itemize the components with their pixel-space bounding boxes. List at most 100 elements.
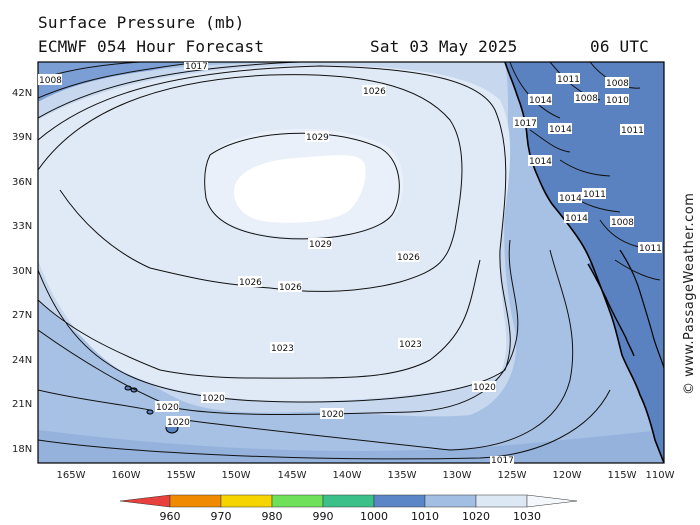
lat-label: 27N	[12, 310, 32, 321]
isobar-label-text: 1026	[397, 253, 420, 263]
lon-label: 135W	[388, 470, 417, 481]
isobar-label-text: 1008	[575, 94, 598, 104]
isobar-label-text: 1011	[621, 126, 644, 136]
lat-label: 21N	[12, 399, 32, 410]
isobar-label-text: 1017	[185, 62, 208, 72]
isobar-label-text: 1026	[279, 283, 302, 293]
isobar-label-text: 1010	[606, 96, 629, 106]
lon-label: 120W	[553, 470, 582, 481]
lon-label: 130W	[443, 470, 472, 481]
lon-label: 145W	[278, 470, 307, 481]
colorbar-label: 990	[313, 510, 334, 523]
forecast-time: 06 UTC	[590, 37, 649, 56]
high-pressure-core	[234, 155, 366, 223]
isobar-label: 1011	[620, 124, 644, 136]
coastline-baja	[587, 263, 635, 357]
isobar-label: 1020	[472, 381, 496, 393]
isobar-label: 1026	[238, 276, 262, 288]
colorbar-label: 970	[211, 510, 232, 523]
isobar-label-text: 1011	[557, 75, 580, 85]
isobar-lines	[38, 62, 661, 460]
colorbar-segment	[220, 494, 273, 508]
lon-label: 125W	[498, 470, 527, 481]
isobar-label-text: 1029	[309, 240, 332, 250]
colorbar-segment	[424, 494, 477, 508]
isobar-label-text: 1014	[529, 96, 552, 106]
lon-label: 140W	[333, 470, 362, 481]
colorbar-max-arrow	[526, 494, 578, 508]
isobar-label: 1014	[564, 212, 588, 224]
lon-label: 165W	[57, 470, 86, 481]
lon-label: 150W	[222, 470, 251, 481]
isobar-label: 1011	[638, 242, 662, 254]
isobar-label: 1020	[201, 392, 225, 404]
isobar-label-text: 1008	[611, 218, 634, 228]
isobar-label-text: 1023	[399, 340, 422, 350]
isobar-label: 1020	[155, 401, 179, 413]
isobar-label: 1014	[528, 94, 552, 106]
isobar-label-text: 1020	[473, 383, 496, 393]
latitude-axis: 42N 39N 36N 33N 30N 27N 24N 21N 18N	[12, 88, 32, 455]
longitude-axis: 165W 160W 155W 150W 145W 140W 135W 130W …	[57, 470, 675, 481]
isobar-label: 1023	[270, 342, 294, 354]
colorbar-segment	[271, 494, 324, 508]
copyright-text: © www.PassageWeather.com	[682, 193, 697, 395]
colorbar-min-arrow	[119, 494, 171, 508]
isobar-label: 1026	[396, 251, 420, 263]
lon-label: 110W	[646, 470, 675, 481]
isobar-label-text: 1011	[583, 190, 606, 200]
isobar-labels: 1026 1029 1029 1026 1026 1026 1023 1023 …	[38, 62, 662, 466]
isobar-label: 1026	[362, 85, 386, 97]
colorbar-label: 1000	[360, 510, 388, 523]
pressure-band-nw-low	[38, 62, 190, 125]
forecast-date: Sat 03 May 2025	[370, 37, 518, 56]
isobar-label: 1008	[574, 92, 598, 104]
isobar-label: 1008	[605, 77, 629, 89]
lat-label: 33N	[12, 221, 32, 232]
colorbar-label: 1010	[411, 510, 439, 523]
isobar-label: 1014	[548, 123, 572, 135]
isobar-label: 1010	[605, 94, 629, 106]
isobar-label: 1014	[558, 192, 582, 204]
lon-label: 160W	[112, 470, 141, 481]
isobar-label: 1011	[556, 73, 580, 85]
isobar-label: 1029	[308, 238, 332, 250]
isobar-label-text: 1020	[156, 403, 179, 413]
isobar-label-text: 1026	[239, 278, 262, 288]
colorbar-segment	[475, 494, 528, 508]
pressure-colorbar: 960 970 980 990 1000 1010 1020 1030	[119, 494, 578, 523]
chart-title: Surface Pressure (mb)	[38, 13, 245, 32]
lat-label: 18N	[12, 444, 32, 455]
isobar-label-text: 1020	[321, 410, 344, 420]
isobar-label-text: 1014	[549, 125, 572, 135]
isobar-label-text: 1020	[167, 418, 190, 428]
lat-label: 36N	[12, 177, 32, 188]
isobar-label: 1017	[184, 62, 208, 72]
lat-label: 42N	[12, 88, 32, 99]
isobar-label: 1017	[513, 117, 537, 129]
isobar-label: 1020	[320, 408, 344, 420]
lon-label: 115W	[608, 470, 637, 481]
isobar-label-text: 1029	[306, 133, 329, 143]
isobar-label: 1023	[398, 338, 422, 350]
isobar-label-text: 1011	[639, 244, 662, 254]
lat-label: 39N	[12, 132, 32, 143]
isobar-label: 1017	[490, 456, 514, 466]
colorbar-label: 960	[160, 510, 181, 523]
island-maui	[146, 409, 154, 415]
isobar-label: 1008	[610, 216, 634, 228]
isobar-label-text: 1014	[529, 157, 552, 167]
lat-label: 30N	[12, 266, 32, 277]
isobar-label: 1008	[38, 74, 62, 86]
colorbar-segment	[169, 494, 222, 508]
isobar-label-text: 1017	[514, 119, 537, 129]
map-frame	[37, 61, 665, 464]
isobar-label: 1020	[166, 416, 190, 428]
isobar-label-text: 1026	[363, 87, 386, 97]
lon-label: 155W	[167, 470, 196, 481]
isobar-label: 1011	[582, 188, 606, 200]
lat-label: 24N	[12, 355, 32, 366]
isobar-label: 1026	[278, 281, 302, 293]
model-run-label: ECMWF 054 Hour Forecast	[38, 37, 265, 56]
